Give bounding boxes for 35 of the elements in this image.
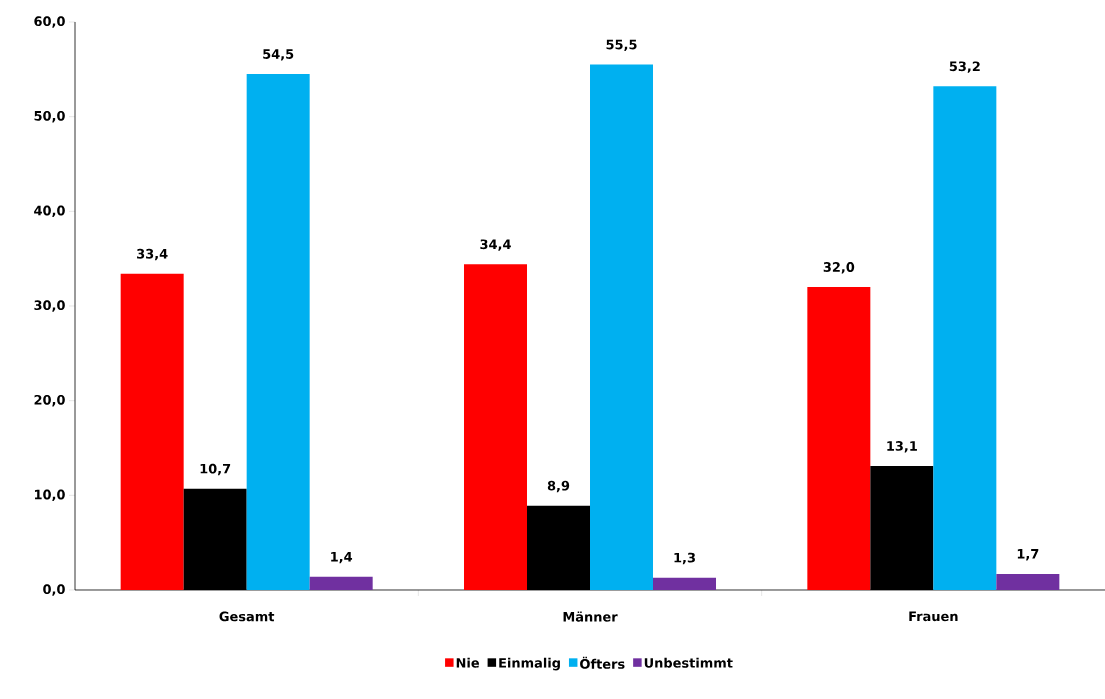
y-tick-label: 40,0: [34, 205, 65, 218]
legend-label: Unbestimmt: [644, 657, 733, 668]
bar: [996, 573, 1060, 590]
data-label: 8,9: [547, 480, 570, 493]
legend-label: Einmalig: [499, 657, 560, 671]
bar: [464, 264, 527, 590]
bar: [309, 576, 373, 590]
data-label: 34,4: [480, 239, 511, 251]
bar: [653, 577, 716, 590]
data-label: 54,5: [263, 49, 294, 61]
y-tick-label: 50,0: [34, 110, 65, 123]
y-tick-label: 10,0: [34, 489, 65, 502]
bar: [807, 287, 871, 590]
bar: [246, 74, 310, 590]
data-label: 1,7: [1017, 549, 1039, 561]
x-tick-label: Gesamt: [219, 611, 275, 622]
legend-label: Öfters: [580, 656, 625, 669]
data-label: 53,2: [949, 61, 980, 73]
y-tick-label: 0,0: [43, 584, 65, 596]
bar: [120, 273, 184, 590]
bar: [590, 64, 653, 590]
data-label: 13,1: [887, 441, 917, 453]
data-label: 33,4: [137, 248, 168, 261]
data-label: 1,3: [674, 552, 695, 565]
legend-label: Nie: [456, 657, 479, 668]
data-label: 10,7: [200, 463, 231, 476]
y-tick-label: 30,0: [34, 300, 65, 312]
x-tick-label: Männer: [563, 611, 618, 622]
bar: [933, 86, 997, 590]
data-label: 55,5: [606, 39, 637, 52]
x-tick-label: Frauen: [909, 611, 958, 622]
y-tick-label: 20,0: [34, 394, 65, 407]
data-label: 32,0: [823, 262, 855, 274]
y-tick-label: 60,0: [34, 16, 65, 28]
data-label: 1,4: [331, 551, 353, 564]
